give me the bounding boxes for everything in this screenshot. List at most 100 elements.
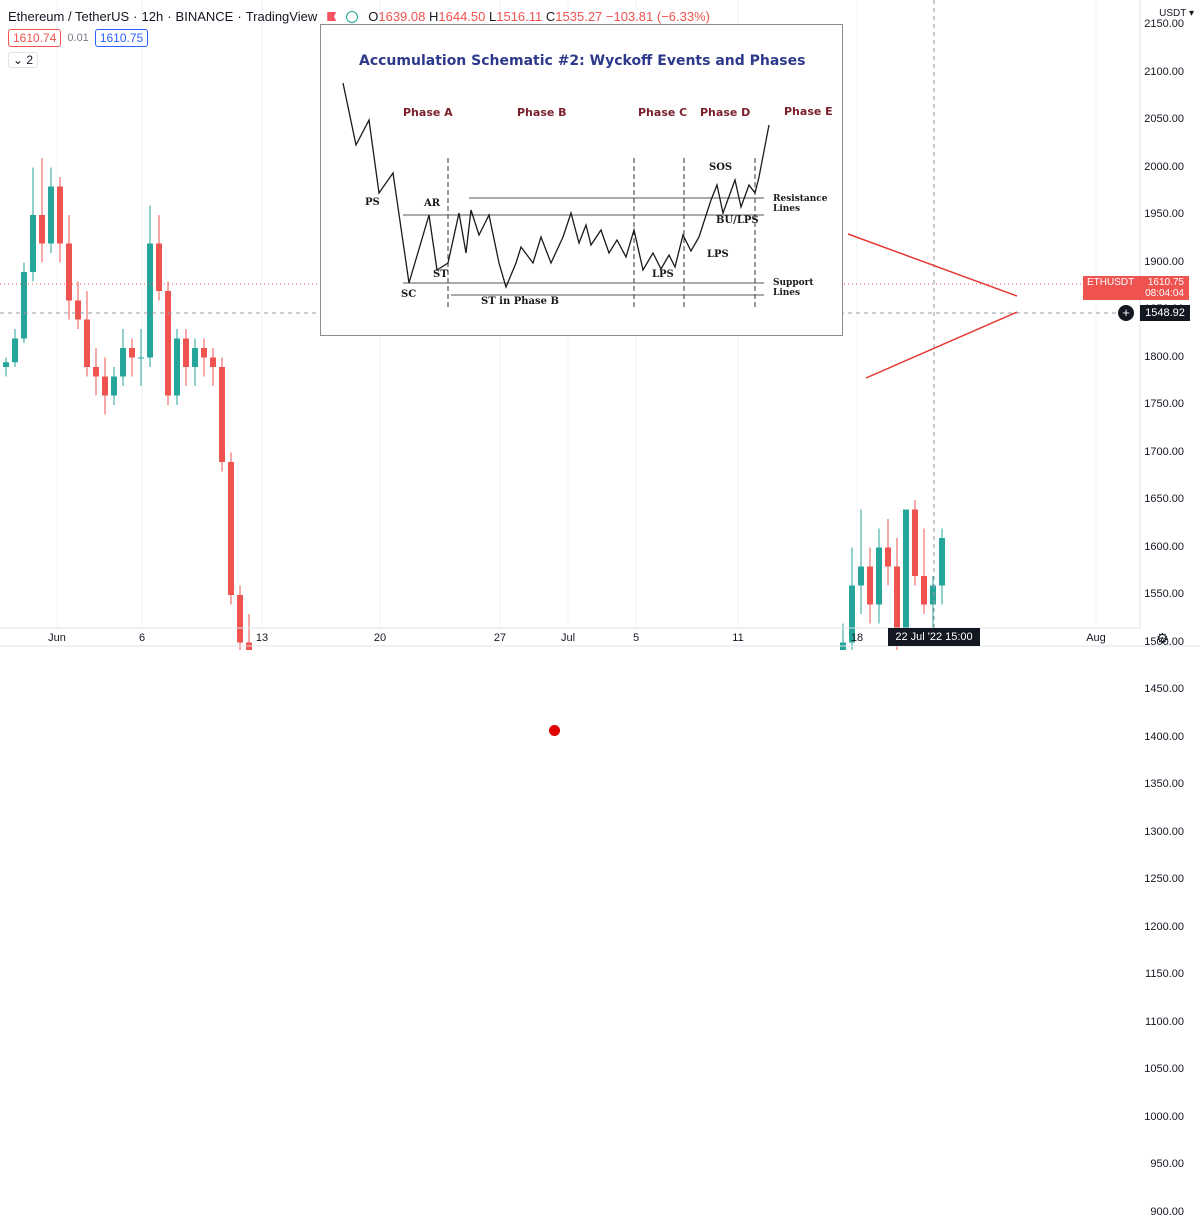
- candle[interactable]: [147, 205, 153, 368]
- red-dot-marker: [549, 725, 560, 736]
- time-tick-label: Jul: [560, 632, 576, 644]
- candle[interactable]: [129, 338, 135, 377]
- candle[interactable]: [138, 329, 144, 386]
- candle-body: [138, 357, 144, 359]
- candle[interactable]: [867, 547, 873, 624]
- flag-icon[interactable]: [327, 12, 337, 21]
- candle[interactable]: [210, 348, 216, 386]
- candle[interactable]: [903, 509, 909, 643]
- price-tick-label: 1250.00: [1144, 873, 1184, 885]
- triangle-upper-trendline[interactable]: [847, 233, 1018, 297]
- candle[interactable]: [30, 167, 36, 282]
- candle-body: [147, 243, 153, 358]
- candle-body: [39, 215, 45, 244]
- candle-body: [66, 243, 72, 301]
- candle[interactable]: [3, 357, 9, 377]
- price-tick-label: 1000.00: [1144, 1110, 1184, 1123]
- triangle-lower-trendline[interactable]: [865, 311, 1018, 379]
- candle[interactable]: [156, 215, 162, 301]
- bid-ask-row: 1610.74 0.01 1610.75: [8, 29, 149, 47]
- gear-icon[interactable]: ⚙: [1156, 630, 1169, 646]
- add-alert-icon[interactable]: +: [1118, 305, 1134, 321]
- event-lps-c: LPS: [652, 269, 674, 280]
- candle[interactable]: [48, 167, 54, 254]
- candle[interactable]: [12, 329, 18, 367]
- currency-selector[interactable]: USDT ▾: [1159, 8, 1194, 19]
- price-tick-label: 1750.00: [1144, 398, 1184, 410]
- price-tick-label: 1950.00: [1144, 208, 1184, 220]
- candle-body: [894, 566, 900, 633]
- price-tick-label: 900.00: [1150, 1205, 1184, 1218]
- indicators-toggle[interactable]: ⌄ 2: [8, 52, 39, 68]
- crosshair-price-tag: 1548.92: [1140, 305, 1190, 321]
- sell-price-button[interactable]: 1610.74: [8, 29, 62, 47]
- candle[interactable]: [192, 338, 198, 387]
- candle[interactable]: [93, 348, 99, 396]
- candle[interactable]: [201, 338, 207, 377]
- candle[interactable]: [111, 367, 117, 405]
- spread-value: 0.01: [67, 32, 89, 44]
- candle-body: [93, 367, 99, 377]
- event-sos: SOS: [709, 162, 733, 173]
- price-tick-label: 1200.00: [1144, 920, 1184, 933]
- candle[interactable]: [174, 329, 180, 405]
- candle-body: [858, 566, 864, 586]
- candle[interactable]: [39, 158, 45, 263]
- price-tick-label: 1150.00: [1145, 968, 1184, 980]
- price-tick-label: 1650.00: [1144, 493, 1184, 505]
- candle[interactable]: [102, 357, 108, 415]
- candle[interactable]: [921, 528, 927, 615]
- candle[interactable]: [21, 262, 27, 344]
- candle[interactable]: [66, 215, 72, 320]
- last-price-tag: ETHUSDT 1610.75 08:04:04: [1083, 276, 1189, 300]
- candle-body: [120, 348, 126, 377]
- symbol-name[interactable]: Ethereum / TetherUS: [8, 9, 130, 24]
- candle[interactable]: [165, 281, 171, 406]
- candle[interactable]: [849, 547, 855, 651]
- event-st: ST: [433, 269, 448, 280]
- time-tick-label: 13: [255, 632, 269, 644]
- candle[interactable]: [876, 528, 882, 624]
- price-tick-label: 2100.00: [1144, 65, 1184, 78]
- resistance-lines-label: Resistance Lines: [773, 194, 828, 214]
- candle[interactable]: [75, 281, 81, 330]
- candle[interactable]: [120, 329, 126, 386]
- schematic-diagram: [342, 82, 770, 307]
- price-tick-label: 1700.00: [1144, 445, 1184, 458]
- wyckoff-schematic-image: Accumulation Schematic #2: Wyckoff Event…: [320, 24, 843, 336]
- price-tick-label: 1600.00: [1144, 540, 1184, 553]
- time-tick-label: 27: [493, 632, 507, 644]
- phase-c-label: Phase C: [638, 106, 688, 119]
- time-tick-label: Aug: [1086, 632, 1106, 644]
- candle[interactable]: [183, 329, 189, 386]
- price-tick-label: 2150.00: [1144, 18, 1184, 30]
- candle-body: [210, 357, 216, 367]
- candle[interactable]: [219, 357, 225, 472]
- candle[interactable]: [939, 528, 945, 605]
- schematic-title: Accumulation Schematic #2: Wyckoff Event…: [359, 53, 806, 69]
- time-tick-label: 20: [373, 632, 387, 644]
- phase-a-label: Phase A: [403, 106, 453, 119]
- candle-body: [174, 338, 180, 396]
- buy-price-button[interactable]: 1610.75: [94, 29, 149, 47]
- candle[interactable]: [885, 519, 891, 586]
- interval-label[interactable]: 12h: [141, 9, 164, 24]
- candle[interactable]: [84, 291, 90, 377]
- symbol-header: Ethereum / TetherUS · 12h · BINANCE · Tr…: [8, 9, 710, 24]
- market-status-icon: [346, 10, 359, 23]
- candle[interactable]: [858, 509, 864, 615]
- candle[interactable]: [228, 452, 234, 605]
- candle-body: [156, 243, 162, 291]
- candle-body: [912, 509, 918, 576]
- candle-body: [876, 547, 882, 605]
- candle[interactable]: [237, 585, 243, 651]
- time-tick-label: 6: [138, 632, 146, 644]
- candle-body: [84, 319, 90, 367]
- candle[interactable]: [57, 177, 63, 263]
- phase-e-label: Phase E: [784, 105, 833, 118]
- source-label: TradingView: [245, 9, 318, 24]
- candle[interactable]: [912, 500, 918, 586]
- candle[interactable]: [246, 614, 252, 650]
- candle-body: [939, 538, 945, 586]
- price-tick-label: 1500.00: [1144, 635, 1184, 648]
